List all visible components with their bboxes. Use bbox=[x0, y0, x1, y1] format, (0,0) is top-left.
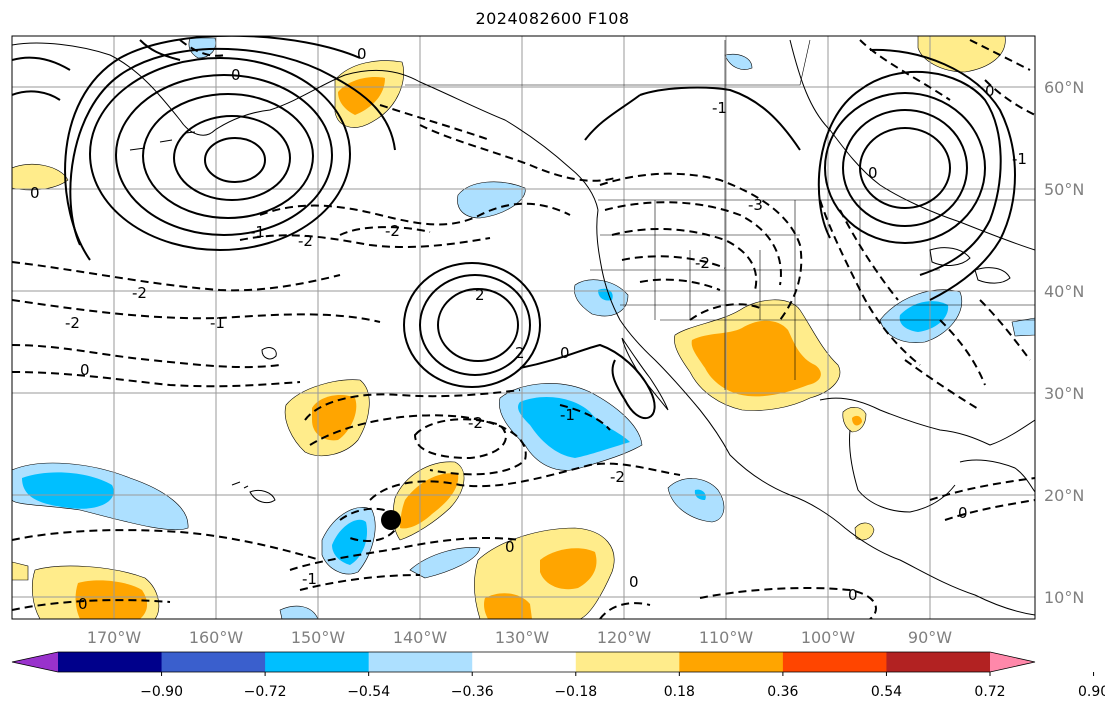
coastlines bbox=[12, 39, 1035, 616]
contour-label: -1 bbox=[1012, 150, 1027, 168]
colorbar-tick-label: −0.90 bbox=[140, 684, 183, 700]
latitude-axis: 60°N 50°N 40°N 30°N 20°N 10°N bbox=[1044, 78, 1084, 607]
lat-tick-label: 50°N bbox=[1044, 180, 1084, 199]
colorbar-segment bbox=[679, 652, 784, 672]
colorbar-segment bbox=[265, 652, 370, 672]
lat-tick-label: 30°N bbox=[1044, 384, 1084, 403]
contour-label: -1 bbox=[560, 406, 575, 424]
contour-label: 0 bbox=[848, 586, 858, 604]
colorbar-tick-label: −0.72 bbox=[244, 684, 287, 700]
contour-label: -1 bbox=[210, 314, 225, 332]
contour-label: -2 bbox=[132, 284, 147, 302]
colorbar-segment bbox=[368, 652, 473, 672]
lon-tick-label: 160°W bbox=[189, 628, 244, 647]
colorbar-segment bbox=[886, 652, 991, 672]
lon-tick-label: 100°W bbox=[801, 628, 856, 647]
contour-label: -2 bbox=[610, 468, 625, 486]
contour-label: 2 bbox=[475, 286, 485, 304]
contour-label: -3 bbox=[748, 196, 763, 214]
colorbar-extend-max bbox=[990, 652, 1035, 672]
colorbar-tick-label: −0.18 bbox=[554, 684, 597, 700]
contour-label: -2 bbox=[695, 254, 710, 272]
contour-label: 2 bbox=[515, 344, 525, 362]
lon-tick-label: 150°W bbox=[291, 628, 346, 647]
contour-label: -2 bbox=[298, 232, 313, 250]
contour-label: -1 bbox=[250, 223, 265, 241]
contour-label: -2 bbox=[65, 314, 80, 332]
longitude-axis: 170°W 160°W 150°W 140°W 130°W 120°W 110°… bbox=[87, 628, 952, 647]
colorbar-segment bbox=[161, 652, 266, 672]
chart-title: 2024082600 F108 bbox=[475, 9, 630, 28]
contour-label: 0 bbox=[629, 573, 639, 591]
storm-position-dot bbox=[381, 510, 401, 530]
lat-tick-label: 40°N bbox=[1044, 282, 1084, 301]
colorbar-segment bbox=[472, 652, 577, 672]
lat-tick-label: 10°N bbox=[1044, 588, 1084, 607]
contour-label: 0 bbox=[560, 344, 570, 362]
colorbar-segment bbox=[58, 652, 163, 672]
colorbar-extend-min bbox=[12, 652, 58, 672]
lon-tick-label: 170°W bbox=[87, 628, 142, 647]
contour-label: -2 bbox=[385, 222, 400, 240]
plot-frame bbox=[11, 35, 1036, 620]
colorbar-segment bbox=[782, 652, 887, 672]
lon-tick-label: 110°W bbox=[699, 628, 754, 647]
colorbar-tick-label: 0.36 bbox=[767, 684, 798, 700]
colorbar-tick-labels: −0.90 −0.72 −0.54 −0.36 −0.18 0.18 0.36 0.54 0.7… bbox=[140, 672, 1105, 700]
contour-label: -2 bbox=[468, 414, 483, 432]
dashed-contour-lines bbox=[12, 39, 1035, 619]
colorbar-tick-label: 0.54 bbox=[871, 684, 902, 700]
contour-label: -1 bbox=[712, 99, 727, 117]
lat-tick-label: 20°N bbox=[1044, 486, 1084, 505]
contour-label: 0 bbox=[231, 66, 241, 84]
contour-label: 0 bbox=[505, 538, 515, 556]
colorbar-tick-label: −0.54 bbox=[347, 684, 390, 700]
lat-tick-label: 60°N bbox=[1044, 78, 1084, 97]
colorbar-segment bbox=[575, 652, 680, 672]
lon-tick-label: 90°W bbox=[908, 628, 952, 647]
contour-label: -1 bbox=[302, 570, 317, 588]
colorbar-tick-label: 0.72 bbox=[974, 684, 1005, 700]
lon-tick-label: 130°W bbox=[495, 628, 550, 647]
colorbar-tick-label: 0.18 bbox=[664, 684, 695, 700]
lon-tick-label: 120°W bbox=[597, 628, 652, 647]
colorbar bbox=[11, 651, 1036, 673]
contour-label: 0 bbox=[985, 82, 995, 100]
colorbar-outline bbox=[11, 651, 1036, 673]
colorbar-tick-label: 0.90 bbox=[1078, 684, 1105, 700]
contour-label: 0 bbox=[357, 45, 367, 63]
state-borders bbox=[405, 39, 1035, 390]
contour-lines bbox=[12, 36, 1016, 420]
shaded-anomaly-fields bbox=[12, 36, 1035, 619]
lon-tick-label: 140°W bbox=[393, 628, 448, 647]
colorbar-tick-label: −0.36 bbox=[451, 684, 494, 700]
contour-label: 0 bbox=[958, 504, 968, 522]
contour-label: 0 bbox=[868, 164, 878, 182]
contour-label: 0 bbox=[78, 595, 88, 613]
contour-label: 0 bbox=[80, 361, 90, 379]
contour-labels: 0 0 -2 -2 -1 0 -2 -1 2 0 -2 -2 -2 -1 0 -… bbox=[30, 45, 1027, 613]
contour-label: 0 bbox=[30, 184, 40, 202]
